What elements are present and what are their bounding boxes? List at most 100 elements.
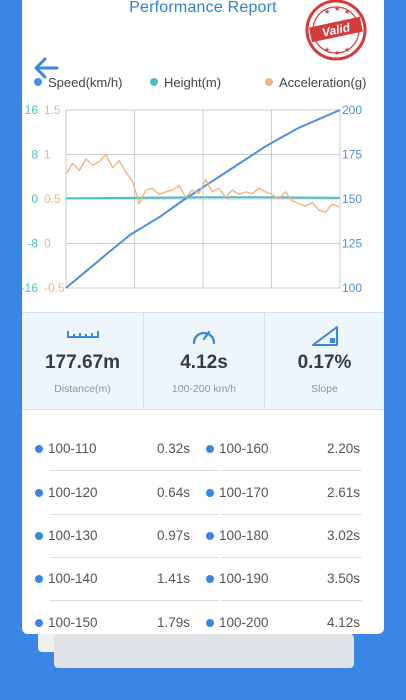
svg-text:★: ★	[344, 46, 350, 54]
split-item: 100-200 4.12s	[206, 602, 360, 634]
card-stack-shadow-back	[54, 634, 354, 668]
acceleration-axis-tick: 0.5	[44, 192, 61, 206]
split-item: 100-120 0.64s	[35, 472, 190, 515]
split-range: 100-160	[219, 441, 269, 456]
legend-item-acceleration: Acceleration(g)	[265, 75, 366, 90]
row-divider	[50, 600, 218, 601]
svg-text:★: ★	[324, 46, 330, 54]
speedometer-icon	[191, 325, 217, 350]
row-divider	[221, 470, 362, 471]
bullet	[206, 619, 214, 627]
performance-report-card: Performance Report ★ ★ ★ ★ ★ ★ Valid Speed(k…	[22, 0, 384, 634]
row-divider	[50, 514, 218, 515]
split-time: 2.61s	[326, 485, 360, 500]
split-item: 100-180 3.02s	[206, 515, 360, 558]
split-time: 0.32s	[156, 441, 190, 456]
split-time: 0.64s	[156, 485, 190, 500]
svg-text:★: ★	[344, 8, 350, 16]
stat-divider	[143, 313, 144, 409]
split-time: 1.79s	[156, 615, 190, 630]
split-time: 3.02s	[326, 528, 360, 543]
stat-divider	[264, 313, 265, 409]
split-time: 2.20s	[326, 441, 360, 456]
stat-time: 4.12s 100-200 km/h	[144, 313, 264, 409]
series-line-height	[65, 196, 341, 200]
acceleration-axis-tick: -0.5	[44, 281, 65, 295]
speed-axis-tick: 200	[342, 103, 362, 117]
speed-axis-tick: 100	[342, 281, 362, 295]
split-row: 100-110 0.32s 100-160 2.20s	[22, 428, 384, 471]
bullet	[206, 532, 214, 540]
split-range: 100-180	[219, 528, 269, 543]
stats-panel: 177.67m Distance(m) 4.12s 100-200 km/h 0…	[22, 312, 384, 410]
valid-stamp: ★ ★ ★ ★ ★ ★ Valid	[302, 0, 370, 64]
split-item: 100-130 0.97s	[35, 515, 190, 558]
performance-chart: 16 1.5 200 8 1 175 0 0.5 150 -8 0 125 -16 -0.5 100	[22, 103, 362, 295]
split-item: 100-170 2.61s	[206, 472, 360, 515]
stat-value: 4.12s	[180, 352, 228, 373]
split-row: 100-140 1.41s 100-190 3.50s	[22, 558, 384, 601]
split-item: 100-190 3.50s	[206, 558, 360, 601]
svg-text:★: ★	[334, 5, 340, 13]
legend-swatch	[265, 78, 273, 86]
chart-legend: Speed(km/h) Height(m) Acceleration(g)	[22, 73, 384, 93]
split-item: 100-140 1.41s	[35, 558, 190, 601]
svg-text:★: ★	[334, 49, 340, 57]
height-axis-tick: -16	[22, 281, 38, 295]
stat-label: Distance(m)	[54, 383, 111, 395]
legend-item-height: Height(m)	[150, 75, 221, 90]
bullet	[206, 575, 214, 583]
split-time: 4.12s	[326, 615, 360, 630]
split-range: 100-120	[48, 485, 98, 500]
bullet	[35, 619, 43, 627]
series-line-speed	[65, 109, 341, 289]
bullet	[206, 445, 214, 453]
bullet	[206, 489, 214, 497]
acceleration-axis-tick: 0	[44, 237, 51, 251]
split-range: 100-150	[48, 615, 98, 630]
stat-value: 177.67m	[44, 352, 120, 373]
split-range: 100-140	[48, 571, 98, 586]
stat-value: 0.17%	[297, 352, 352, 373]
legend-swatch	[34, 78, 42, 86]
split-item: 100-110 0.32s	[35, 428, 190, 471]
stat-distance: 177.67m Distance(m)	[22, 313, 143, 409]
split-range: 100-130	[48, 528, 98, 543]
row-divider	[221, 557, 362, 558]
legend-item-speed: Speed(km/h)	[34, 75, 122, 90]
bullet	[35, 575, 43, 583]
bullet	[35, 489, 43, 497]
svg-text:★: ★	[324, 8, 330, 16]
back-arrow-icon[interactable]	[32, 55, 60, 81]
height-axis-tick: 16	[25, 103, 39, 117]
split-row: 100-130 0.97s 100-180 3.02s	[22, 515, 384, 558]
split-item: 100-150 1.79s	[35, 602, 190, 634]
split-time: 1.41s	[156, 571, 190, 586]
ruler-icon	[66, 325, 100, 346]
row-divider	[221, 514, 362, 515]
split-time: 3.50s	[326, 571, 360, 586]
split-range: 100-110	[48, 441, 97, 456]
speed-axis-tick: 150	[342, 192, 362, 206]
row-divider	[50, 557, 218, 558]
split-range: 100-170	[219, 485, 269, 500]
stat-slope: 0.17% Slope	[265, 313, 384, 409]
height-axis-tick: 0	[31, 192, 38, 206]
height-axis-tick: -8	[27, 237, 38, 251]
split-range: 100-200	[219, 615, 269, 630]
split-range: 100-190	[219, 571, 269, 586]
split-item: 100-160 2.20s	[206, 428, 360, 471]
series-line-acceleration	[65, 153, 341, 214]
speed-axis-tick: 125	[342, 237, 362, 251]
speed-axis-tick: 175	[342, 148, 362, 162]
bullet	[35, 445, 43, 453]
split-row: 100-120 0.64s 100-170 2.61s	[22, 472, 384, 515]
stat-label: 100-200 km/h	[171, 383, 237, 395]
split-time: 0.97s	[156, 528, 190, 543]
bullet	[35, 532, 43, 540]
acceleration-axis-tick: 1.5	[44, 103, 61, 117]
stat-label: Slope	[311, 383, 338, 395]
row-divider	[50, 470, 218, 471]
split-row: 100-150 1.79s 100-200 4.12s	[22, 602, 384, 634]
legend-swatch	[150, 78, 158, 86]
